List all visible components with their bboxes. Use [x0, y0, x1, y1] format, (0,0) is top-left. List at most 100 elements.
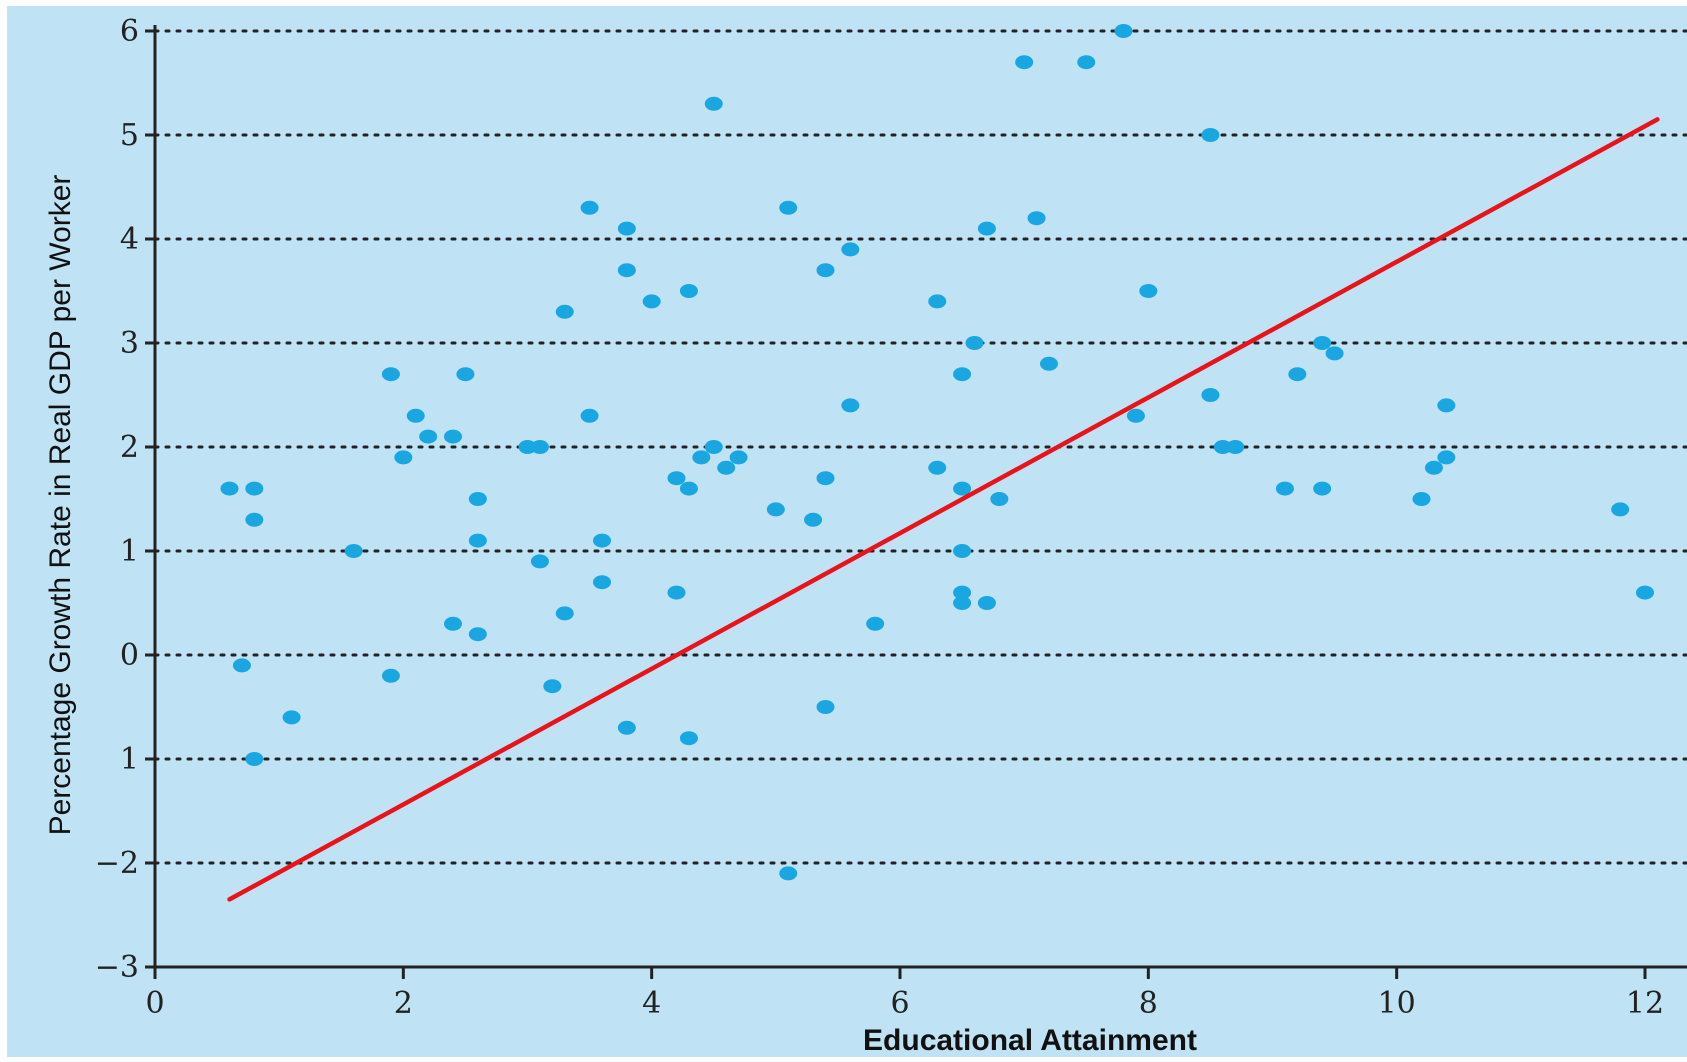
data-point — [1325, 346, 1344, 361]
y-tick-label: 2 — [120, 430, 139, 465]
x-tick-label: 12 — [1626, 986, 1664, 1021]
data-point — [679, 284, 698, 298]
data-point — [704, 440, 723, 454]
data-point — [232, 658, 251, 673]
data-point — [1226, 440, 1245, 454]
data-point — [1114, 24, 1133, 38]
data-point — [1437, 450, 1456, 465]
trend-line-group — [227, 117, 1660, 902]
data-point — [816, 700, 835, 714]
data-point — [468, 627, 487, 642]
data-point — [1313, 481, 1332, 496]
data-point — [530, 554, 549, 569]
data-point — [555, 304, 574, 319]
data-point — [444, 616, 462, 631]
y-tick-label: 4 — [120, 222, 139, 257]
data-point — [245, 481, 264, 496]
data-point — [1201, 128, 1220, 142]
data-point — [704, 96, 723, 111]
data-point — [617, 720, 636, 735]
data-point — [245, 512, 264, 527]
data-point — [456, 367, 475, 382]
data-point — [953, 585, 972, 600]
data-point — [729, 450, 748, 465]
data-point — [419, 429, 438, 444]
x-tick-label: 4 — [642, 986, 661, 1021]
x-tick-label: 10 — [1378, 986, 1416, 1021]
y-tick-label: 1 — [120, 742, 139, 777]
y-tick-label: −3 — [95, 950, 139, 985]
data-point — [1412, 492, 1431, 506]
grid-lines — [153, 29, 1687, 865]
y-tick-label: 5 — [120, 118, 139, 153]
data-point — [816, 263, 835, 278]
x-tick-label: 0 — [145, 986, 164, 1021]
data-point — [468, 492, 487, 506]
data-point — [444, 429, 462, 444]
data-point — [530, 440, 549, 454]
data-point — [667, 585, 686, 600]
data-point — [1288, 367, 1307, 382]
data-point — [220, 481, 239, 496]
data-point — [1015, 55, 1034, 70]
data-point — [381, 367, 400, 382]
data-point — [1424, 460, 1443, 475]
data-point — [1201, 388, 1220, 402]
data-points — [220, 24, 1654, 881]
data-point — [1611, 502, 1630, 517]
y-tick-label: 6 — [120, 14, 139, 49]
data-point — [593, 575, 611, 590]
data-point — [990, 492, 1009, 506]
data-point — [1027, 211, 1046, 226]
data-point — [1313, 336, 1332, 350]
data-point — [667, 471, 686, 486]
trend-line — [227, 117, 1660, 902]
data-point — [779, 866, 798, 881]
data-point — [816, 471, 835, 486]
data-point — [617, 263, 636, 278]
data-point — [282, 710, 301, 725]
data-point — [965, 336, 984, 350]
data-point — [1077, 55, 1096, 70]
data-point — [804, 512, 823, 527]
data-point — [766, 502, 785, 517]
y-tick-label: −2 — [95, 846, 139, 881]
data-point — [1437, 398, 1456, 413]
data-point — [1139, 284, 1158, 298]
data-point — [381, 668, 400, 683]
chart-background — [7, 6, 1687, 1057]
data-point — [245, 752, 264, 766]
data-point — [580, 408, 599, 423]
y-axis-title: Percentage Growth Rate in Real GDP per W… — [44, 175, 77, 836]
data-point — [344, 544, 363, 558]
data-point — [580, 200, 599, 215]
data-point — [953, 596, 972, 610]
data-point — [953, 544, 972, 558]
data-point — [779, 200, 798, 215]
x-tick-label: 8 — [1139, 986, 1158, 1021]
data-point — [1040, 356, 1058, 371]
data-point — [555, 606, 574, 621]
x-axis-title: Educational Attainment — [863, 1024, 1197, 1057]
data-point — [1275, 481, 1294, 496]
data-point — [717, 460, 736, 475]
data-point — [866, 616, 885, 631]
data-point — [977, 596, 996, 610]
data-point — [953, 367, 972, 382]
data-point — [543, 679, 562, 694]
data-point — [468, 533, 487, 548]
data-point — [928, 460, 947, 475]
data-point — [692, 450, 711, 465]
data-point — [593, 533, 611, 548]
data-point — [841, 242, 860, 257]
x-tick-label: 6 — [890, 986, 909, 1021]
x-tick-label: 2 — [394, 986, 413, 1021]
data-point — [518, 440, 537, 454]
data-point — [977, 221, 996, 236]
data-point — [1213, 440, 1232, 454]
data-point — [679, 731, 698, 746]
y-tick-label: 0 — [120, 638, 139, 673]
